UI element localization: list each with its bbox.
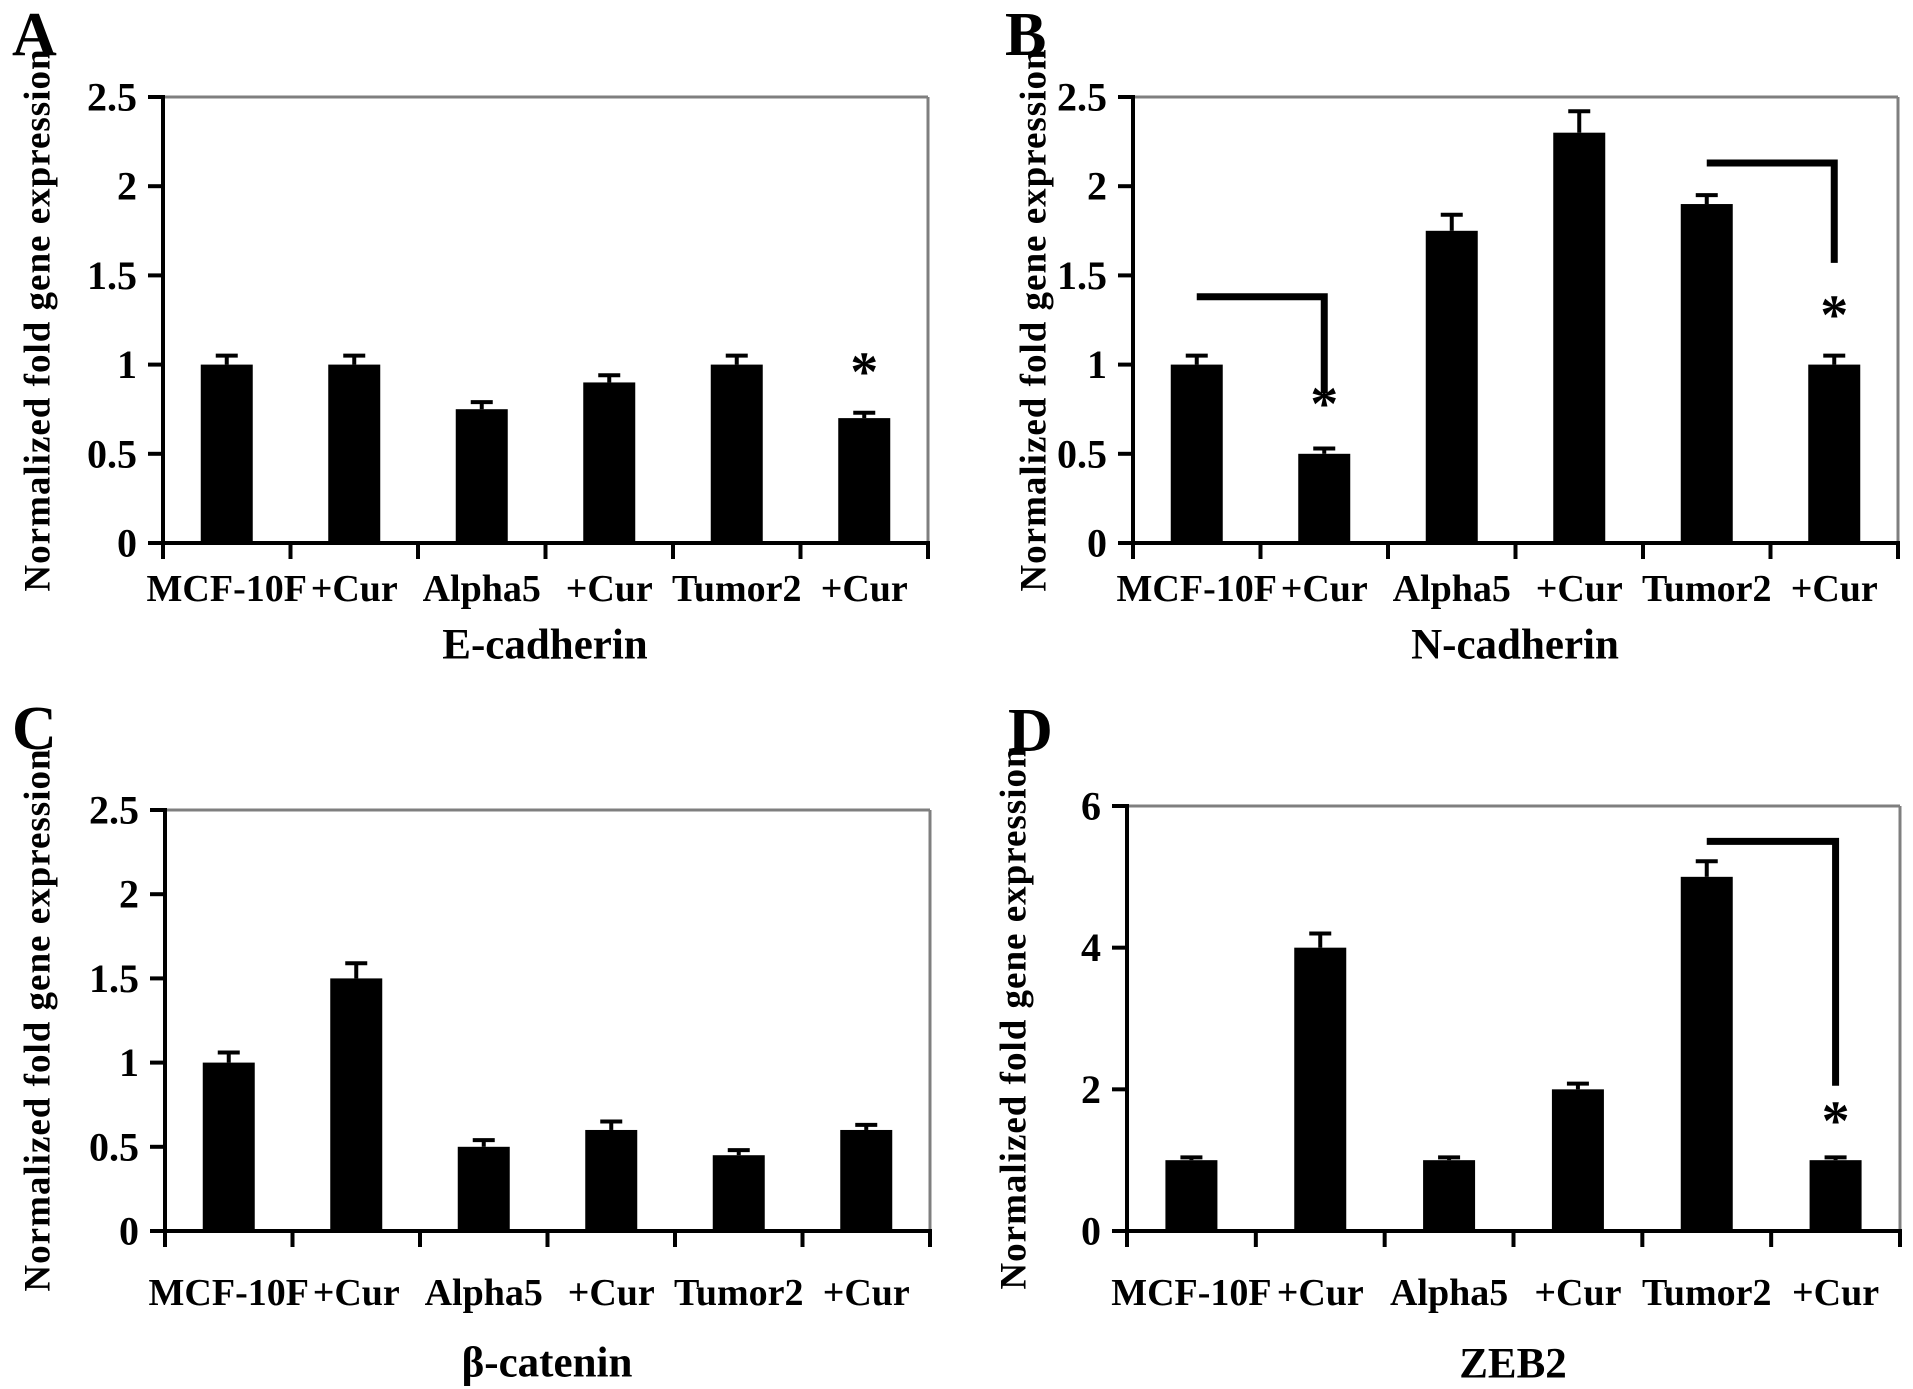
panel-d-y-tick-label: 0 bbox=[1081, 1209, 1101, 1254]
panel-c-y-tick-label: 0 bbox=[119, 1209, 139, 1254]
panel-d-bar-alpha5 bbox=[1423, 1160, 1476, 1231]
panel-b-significance-star: * bbox=[1310, 374, 1338, 436]
panel-a-y-tick-label: 2 bbox=[117, 164, 137, 209]
panel-a-bar-mcf10f bbox=[200, 364, 253, 543]
panel-d-category-label: +Cur bbox=[1534, 1272, 1621, 1314]
panel-b-bar-cur bbox=[1553, 132, 1606, 543]
panel-d-significance-bracket bbox=[1706, 837, 1840, 1086]
panel-b-significance-bracket bbox=[1196, 293, 1328, 394]
chart-title-zeb2: ZEB2 bbox=[1459, 1340, 1567, 1388]
panel-b-category-label: +Cur bbox=[1791, 568, 1878, 610]
panel-c-category-label: Tumor2 bbox=[674, 1272, 804, 1314]
panel-a-bar-cur bbox=[328, 364, 381, 543]
panel-c-category-label: MCF-10F bbox=[149, 1272, 309, 1314]
chart-title-beta-catenin: β-catenin bbox=[461, 1339, 633, 1387]
panel-c-bar-cur bbox=[840, 1129, 893, 1231]
panel-b-category-label: Alpha5 bbox=[1393, 568, 1511, 610]
panel-letter-c: C bbox=[12, 695, 57, 763]
panel-d-y-tick-label: 4 bbox=[1081, 925, 1101, 970]
panel-c-bar-cur bbox=[330, 978, 383, 1231]
y-axis-label-d: Normalized fold gene expression bbox=[993, 746, 1035, 1290]
panel-b-bar-mcf10f bbox=[1170, 364, 1223, 543]
panel-c-bar-mcf10f bbox=[202, 1062, 255, 1231]
panel-c-y-tick-label: 0.5 bbox=[89, 1124, 139, 1169]
panel-a-y-tick-label: 1.5 bbox=[87, 253, 137, 298]
panel-a-category-label: +Cur bbox=[566, 568, 653, 610]
panel-d-bar-tumor2 bbox=[1680, 876, 1733, 1231]
panel-c-bar-cur bbox=[585, 1129, 638, 1231]
panel-d-category-label: MCF-10F bbox=[1111, 1272, 1271, 1314]
panel-b-category-label: +Cur bbox=[1281, 568, 1368, 610]
panel-c-y-tick-label: 2.5 bbox=[89, 788, 139, 833]
y-axis-label-b: Normalized fold gene expression bbox=[1013, 48, 1055, 592]
panel-c-category-label: +Cur bbox=[568, 1272, 655, 1314]
panel-b-y-tick-label: 1.5 bbox=[1057, 253, 1107, 298]
panel-a-y-tick-label: 2.5 bbox=[87, 75, 137, 120]
panel-letter-d: D bbox=[1008, 697, 1053, 765]
panel-a-category-label: +Cur bbox=[821, 568, 908, 610]
panel-d-significance-star: * bbox=[1822, 1090, 1850, 1152]
panel-b-bar-cur bbox=[1808, 364, 1861, 543]
panel-a-category-label: Alpha5 bbox=[423, 568, 541, 610]
panel-a-significance-star: * bbox=[850, 342, 878, 404]
panel-b-y-tick-label: 2.5 bbox=[1057, 75, 1107, 120]
panel-a-y-tick-label: 0 bbox=[117, 521, 137, 566]
panel-c-category-label: +Cur bbox=[313, 1272, 400, 1314]
panel-b-category-label: Tumor2 bbox=[1642, 568, 1772, 610]
panel-a-category-label: +Cur bbox=[311, 568, 398, 610]
panel-d-category-label: +Cur bbox=[1277, 1272, 1364, 1314]
panel-a-bar-cur bbox=[838, 418, 891, 543]
panel-b-bar-tumor2 bbox=[1680, 204, 1733, 544]
y-axis-label-a: Normalized fold gene expression bbox=[17, 48, 59, 592]
panel-d-bar-cur bbox=[1551, 1089, 1604, 1231]
panel-a-bar-cur bbox=[583, 382, 636, 543]
panel-b-y-tick-label: 2 bbox=[1087, 164, 1107, 209]
panel-b-category-label: MCF-10F bbox=[1117, 568, 1277, 610]
panel-a-bar-tumor2 bbox=[710, 364, 763, 543]
panel-d-y-tick-label: 6 bbox=[1081, 784, 1101, 829]
panel-d-category-label: Alpha5 bbox=[1390, 1272, 1508, 1314]
panel-c-bar-tumor2 bbox=[712, 1155, 765, 1231]
panel-b-significance-bracket bbox=[1706, 159, 1838, 263]
panel-b-y-tick-label: 1 bbox=[1087, 342, 1107, 387]
panel-c-category-label: Alpha5 bbox=[425, 1272, 543, 1314]
panel-a-category-label: Tumor2 bbox=[672, 568, 802, 610]
panel-c-y-tick-label: 2 bbox=[119, 872, 139, 917]
panel-a-y-tick-label: 1 bbox=[117, 342, 137, 387]
chart-title-e-cadherin: E-cadherin bbox=[442, 621, 648, 669]
chart-title-n-cadherin: N-cadherin bbox=[1411, 621, 1619, 669]
panel-c-y-tick-label: 1 bbox=[119, 1040, 139, 1085]
panel-letter-a: A bbox=[12, 1, 57, 69]
panel-a-bar-alpha5 bbox=[455, 409, 508, 543]
panel-b-category-label: +Cur bbox=[1536, 568, 1623, 610]
panel-d-category-label: Tumor2 bbox=[1642, 1272, 1772, 1314]
panel-b-bar-cur bbox=[1298, 453, 1351, 543]
panel-c-y-tick-label: 1.5 bbox=[89, 956, 139, 1001]
panel-b-significance-star: * bbox=[1820, 285, 1848, 347]
panel-d-category-label: +Cur bbox=[1792, 1272, 1879, 1314]
panel-a-y-tick-label: 0.5 bbox=[87, 431, 137, 476]
panel-b-bar-alpha5 bbox=[1425, 230, 1478, 544]
panel-letter-b: B bbox=[1005, 1, 1047, 69]
panel-a-category-label: MCF-10F bbox=[147, 568, 307, 610]
panel-d-bar-mcf10f bbox=[1165, 1160, 1218, 1231]
y-axis-label-c: Normalized fold gene expression bbox=[17, 748, 59, 1292]
panel-d-bar-cur bbox=[1809, 1160, 1862, 1231]
panel-c-bar-alpha5 bbox=[457, 1146, 510, 1231]
panel-b-y-tick-label: 0.5 bbox=[1057, 431, 1107, 476]
panel-d-bar-cur bbox=[1294, 947, 1347, 1231]
panel-d-y-tick-label: 2 bbox=[1081, 1067, 1101, 1112]
panel-b-y-tick-label: 0 bbox=[1087, 521, 1107, 566]
panel-c-category-label: +Cur bbox=[823, 1272, 910, 1314]
